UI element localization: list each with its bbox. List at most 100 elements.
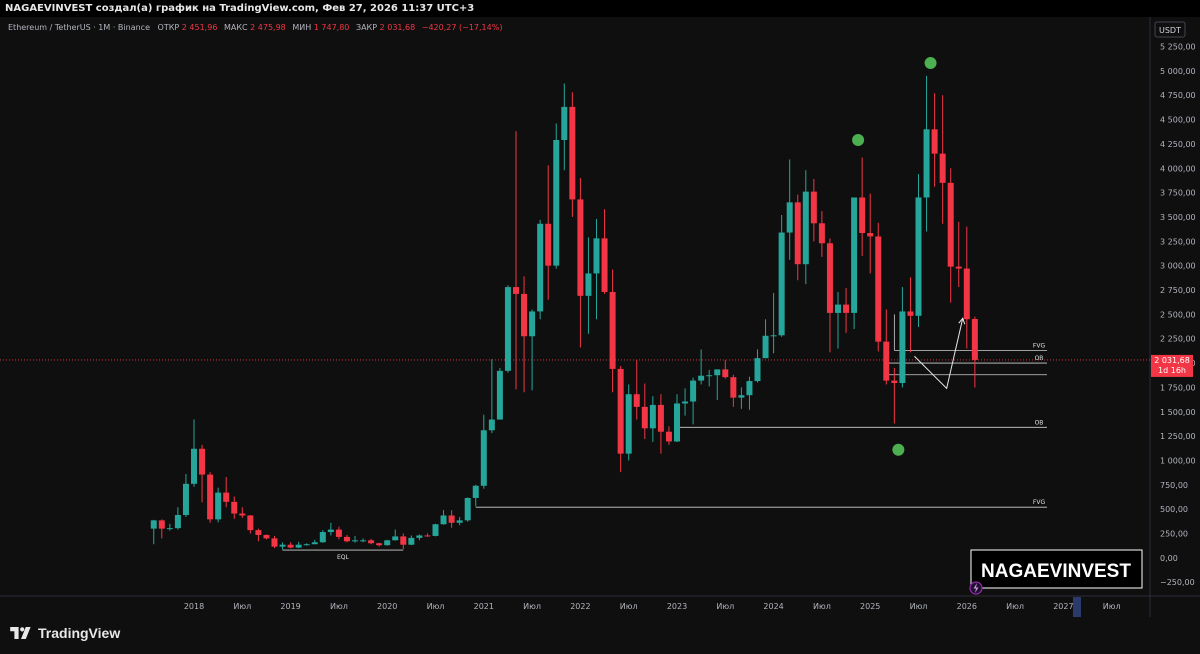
candle-body [319, 532, 326, 543]
candle-body [786, 202, 793, 233]
candle-body [601, 238, 608, 292]
y-tick-label: 0,00 [1160, 554, 1178, 563]
candle-body [456, 520, 463, 523]
candle-body [722, 369, 729, 378]
candle-body [561, 106, 568, 141]
candle-body [867, 233, 874, 237]
y-tick-label: 1 250,00 [1160, 432, 1196, 441]
candle-body [875, 236, 882, 342]
y-tick-label: 750,00 [1160, 481, 1188, 490]
legend-low: 1 747,80 [314, 23, 350, 32]
candle-body [207, 474, 214, 520]
legend-low-label: МИН [292, 23, 311, 32]
x-tick-label: 2026 [957, 602, 977, 611]
candle-body [585, 273, 592, 296]
candle-body [255, 530, 262, 535]
y-tick-label: 1 500,00 [1160, 408, 1196, 417]
candle-body [859, 197, 866, 234]
footer-bar: TradingView [0, 617, 1200, 654]
y-tick-label: 2 750,00 [1160, 286, 1196, 295]
candle-body [545, 223, 552, 266]
header-bar: NAGAEVINVEST создал(а) график на Trading… [0, 0, 1200, 17]
legend-open-label: ОТКР [158, 23, 180, 32]
candle-body [923, 129, 930, 198]
candle-body [955, 266, 962, 269]
lightning-icon[interactable] [969, 581, 983, 595]
y-tick-label: 1 750,00 [1160, 383, 1196, 392]
x-tick-label: 2023 [667, 602, 687, 611]
level-label: EQL [337, 554, 350, 561]
candle-body [384, 540, 391, 546]
legend-close: 2 031,68 [380, 23, 416, 32]
legend-change: −420,27 (−17,14%) [422, 23, 503, 32]
x-tick-label: 2019 [280, 602, 300, 611]
x-tick-label: Июл [910, 602, 928, 611]
candle-body [360, 540, 367, 542]
legend-open: 2 451,96 [182, 23, 218, 32]
candle-countdown: 1d 16h [1158, 366, 1186, 375]
candle-body [730, 377, 737, 398]
candle-body [263, 534, 270, 539]
candle-body [649, 404, 656, 429]
candle-body [400, 536, 407, 545]
candle-body [617, 368, 624, 454]
candle-body [537, 223, 544, 312]
candle-body [464, 497, 471, 521]
candle-body [553, 140, 560, 266]
x-tick-label: Июл [1006, 602, 1024, 611]
candle-body [416, 535, 423, 538]
candle-body [295, 544, 302, 548]
currency-label: USDT [1159, 26, 1181, 35]
svg-text:Ethereum / TetherUS · 1M · Bin: Ethereum / TetherUS · 1M · Binance ОТКР … [8, 23, 502, 32]
currency-button[interactable]: USDT [1154, 21, 1186, 38]
x-tick-label: 2027 [1053, 602, 1073, 611]
signal-dot [852, 134, 865, 147]
candle-body [665, 431, 672, 442]
candle-body [166, 528, 173, 530]
candle-body [529, 311, 536, 337]
candle-body [891, 380, 898, 384]
candle-body [609, 291, 616, 369]
y-tick-label: 1 000,00 [1160, 456, 1196, 465]
x-tick-label: 2020 [377, 602, 397, 611]
tradingview-icon [10, 627, 31, 639]
candle-body [939, 153, 946, 183]
y-tick-label: 3 500,00 [1160, 213, 1196, 222]
candle-body [424, 535, 431, 537]
price-chart[interactable]: FVG OB OB FVG EQL 5 250,00 5 000,00 4 750,00 4 … [0, 17, 1200, 617]
candle-body [682, 401, 689, 404]
arrow-head [958, 317, 966, 325]
candle-body [907, 311, 914, 316]
candle-body [303, 544, 310, 546]
candle-body [440, 515, 447, 525]
candle-body [915, 197, 922, 316]
candle-body [770, 335, 777, 337]
legend-high: 2 475,98 [250, 23, 286, 32]
candle-body [625, 394, 632, 454]
candle-body [835, 304, 841, 313]
y-tick-label: 3 000,00 [1160, 262, 1196, 271]
time-cursor-marker [1073, 597, 1081, 617]
candle-body [376, 543, 383, 546]
x-tick-label: 2025 [860, 602, 880, 611]
y-tick-label: 3 750,00 [1160, 189, 1196, 198]
header-text: NAGAEVINVEST создал(а) график на Trading… [5, 3, 475, 14]
tradingview-brand: TradingView [38, 625, 121, 641]
signal-dot [892, 443, 905, 456]
candle-body [698, 375, 705, 381]
candle-body [158, 520, 165, 529]
candle-body [271, 538, 278, 547]
candle-body [714, 369, 721, 376]
candle-body [674, 403, 680, 442]
candle-body [448, 515, 455, 523]
candle-body [335, 529, 342, 537]
candle-body [174, 514, 181, 529]
candle-body [199, 448, 206, 475]
y-tick-label: 3 250,00 [1160, 237, 1196, 246]
x-tick-label: Июл [716, 602, 734, 611]
candle-body [641, 406, 648, 429]
level-label: OB [1035, 419, 1044, 426]
tradingview-logo[interactable]: TradingView [10, 625, 120, 641]
y-tick-label: −250,00 [1160, 578, 1195, 587]
candle-body [778, 232, 785, 336]
